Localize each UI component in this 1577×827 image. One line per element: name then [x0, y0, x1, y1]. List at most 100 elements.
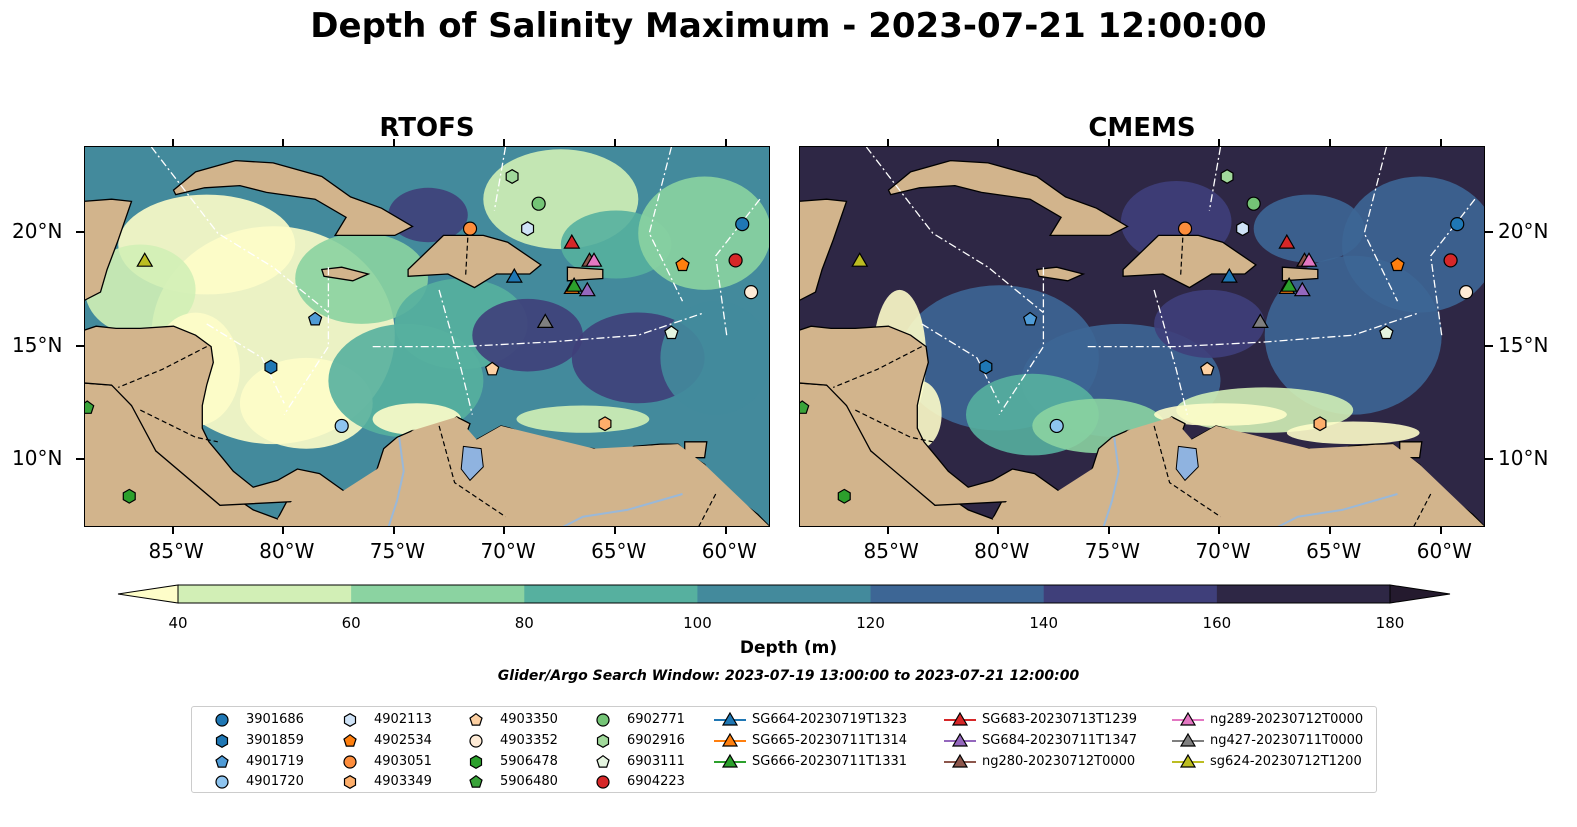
- legend-marker-icon: [343, 713, 357, 727]
- legend-item-label: ng280-20230712T0000: [982, 753, 1136, 769]
- rtofs-map-canvas: [85, 147, 769, 526]
- glider-marker: [1220, 267, 1238, 283]
- argo-float-marker: [505, 169, 519, 184]
- river-orinoco: [562, 493, 683, 526]
- legend-marker-icon: [596, 754, 610, 768]
- argo-float-marker: [1458, 285, 1474, 300]
- glider-marker: [578, 281, 596, 297]
- lon-tick-mark: [724, 527, 727, 534]
- legend-marker-icon: [714, 753, 746, 768]
- lon-tick-label: 75°W: [1084, 539, 1141, 563]
- lon-tick-mark: [503, 527, 506, 534]
- argo-float-marker: [484, 361, 500, 376]
- glider-marker: [1300, 252, 1318, 267]
- legend-symbol: [596, 733, 610, 748]
- lon-tick-mark: [1218, 139, 1221, 146]
- lon-tick-label: 85°W: [863, 539, 919, 563]
- lat-tick-mark: [76, 457, 84, 460]
- search-window-text: Glider/Argo Search Window: 2023-07-19 13…: [497, 668, 1080, 684]
- argo-float-marker: [837, 488, 851, 504]
- lat-tick-mark: [1485, 344, 1493, 347]
- legend-triangle: [721, 753, 739, 768]
- panel-title-cmems: CMEMS: [1088, 113, 1196, 143]
- argo-float-marker: [735, 217, 750, 232]
- argo-float-marker: [1022, 311, 1038, 326]
- colorbar-segment: [178, 585, 352, 603]
- legend-symbol: [596, 713, 610, 727]
- argo-float-marker: [85, 400, 95, 414]
- lon-tick-mark: [724, 139, 727, 146]
- glider-marker: [1293, 281, 1311, 297]
- legend-marker-icon: [469, 734, 483, 748]
- legend-marker-icon: [944, 753, 976, 768]
- legend-item-label: SG664-20230719T1323: [752, 712, 908, 727]
- legend-marker-icon: [944, 711, 976, 726]
- country-border: [140, 409, 218, 443]
- legend-item-label: 3901859: [246, 732, 304, 748]
- country-border: [855, 409, 933, 443]
- lon-tick-mark: [614, 139, 617, 146]
- argo-float-marker: [675, 257, 690, 272]
- legend-marker-icon: [714, 732, 746, 747]
- land-yucatan: [800, 198, 848, 301]
- colorbar-extend-low: [117, 584, 179, 604]
- panel-title-rtofs: RTOFS: [379, 113, 475, 143]
- eez-boundary: [150, 147, 329, 314]
- lon-tick-label: 70°W: [1195, 539, 1251, 563]
- legend-item-label: 4903352: [500, 732, 558, 748]
- glider-marker: [1251, 313, 1269, 328]
- lon-tick-mark: [1439, 139, 1442, 146]
- glider-marker: [1278, 233, 1296, 249]
- legend-marker-icon: [1172, 753, 1204, 768]
- eez-boundary: [1363, 147, 1399, 302]
- lon-tick-mark: [886, 527, 889, 534]
- legend-item-label: 5906480: [500, 774, 558, 790]
- eez-boundary: [372, 311, 705, 348]
- depth-zone-patch: [1286, 421, 1420, 445]
- argo-float-marker: [122, 488, 136, 504]
- legend-triangle: [951, 732, 969, 747]
- eez-boundary: [921, 323, 1000, 404]
- lon-tick-mark: [1439, 527, 1442, 534]
- depth-zone-patch: [1342, 176, 1484, 313]
- lat-tick-mark: [76, 344, 84, 347]
- argo-float-marker: [800, 400, 810, 414]
- legend-item-label: 6902916: [627, 732, 685, 748]
- legend-triangle: [1179, 753, 1197, 768]
- map-panel-rtofs[interactable]: [84, 146, 770, 527]
- colorbar-tick-label: 40: [168, 614, 188, 632]
- argo-float-marker: [1379, 325, 1394, 340]
- legend-symbol: [215, 754, 229, 768]
- legend-item-label: 3901686: [246, 712, 304, 727]
- legend-marker-icon: [215, 775, 229, 789]
- glider-marker: [585, 252, 603, 267]
- lon-tick-mark: [392, 139, 395, 146]
- legend-item-label: 6904223: [627, 774, 685, 790]
- legend-item-label: 4901720: [246, 774, 304, 790]
- depth-zone-patch: [388, 187, 468, 243]
- land-jamaica: [320, 266, 371, 282]
- lon-tick-mark: [886, 139, 889, 146]
- lon-tick-label: 70°W: [480, 539, 536, 563]
- legend-symbol: [215, 775, 229, 789]
- argo-float-marker: [307, 311, 323, 326]
- legend-marker-icon: [596, 713, 610, 727]
- map-panel-cmems[interactable]: [799, 146, 1485, 527]
- land-honduras: [85, 325, 357, 506]
- argo-float-marker: [1246, 196, 1261, 211]
- country-border: [1413, 493, 1432, 526]
- lat-tick-mark: [1485, 457, 1493, 460]
- legend-triangle: [721, 711, 739, 726]
- lon-tick-label: 85°W: [148, 539, 204, 563]
- lat-tick-label: 15°N: [1498, 332, 1549, 357]
- lon-tick-mark: [997, 139, 1000, 146]
- glider-marker: [505, 267, 523, 283]
- legend-triangle: [1179, 711, 1197, 726]
- legend-marker-icon: [1172, 711, 1204, 726]
- legend-marker-icon: [343, 775, 357, 790]
- legend-item-label: sg624-20230712T1200: [1210, 753, 1362, 769]
- glider-marker: [1280, 276, 1298, 292]
- argo-float-marker: [1450, 217, 1465, 232]
- legend-item-label: ng427-20230711T0000: [1210, 732, 1364, 748]
- land-honduras: [800, 325, 1072, 506]
